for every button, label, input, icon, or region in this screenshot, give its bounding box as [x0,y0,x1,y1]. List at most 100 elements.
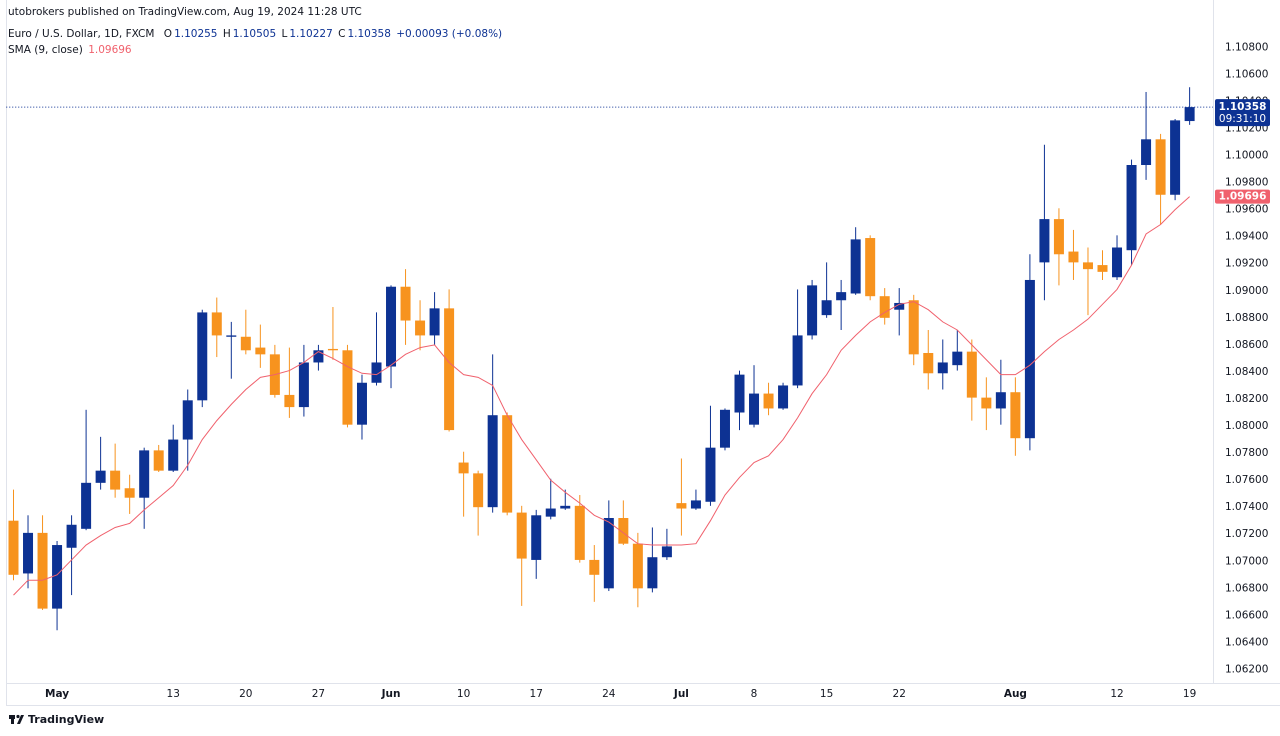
candle-body [139,450,150,498]
candle-body [1126,165,1137,251]
candle-body [1170,120,1181,195]
candle-body [444,308,455,431]
y-tick-label: 1.06800 [1225,582,1268,594]
x-tick-label: 20 [239,688,252,700]
candle-body [52,545,63,609]
candle-body [1141,139,1152,166]
x-tick-label: May [45,688,69,700]
y-tick-label: 1.07800 [1225,447,1268,459]
candle-body [778,385,789,409]
candle-body [661,546,672,558]
candle-body [313,350,324,363]
ohlc-key: O [163,28,173,40]
ohlc-key: L [281,28,288,40]
candle-body [836,292,847,301]
candle-body [66,524,77,548]
y-tick-label: 1.08400 [1225,366,1268,378]
x-tick-label: 10 [457,688,470,700]
candle-body [560,505,571,509]
y-tick-label: 1.10000 [1225,150,1268,162]
candle-body [95,470,106,483]
candle-body [690,500,701,509]
countdown: 09:31:10 [1219,113,1266,125]
candle-body [342,350,353,425]
candle-body [981,397,992,409]
y-tick-label: 1.09200 [1225,258,1268,270]
candle-body [429,308,440,336]
y-tick-label: 1.07000 [1225,555,1268,567]
candle-body [487,415,498,508]
candle-body [850,239,861,294]
ohlc-value: 1.10505 [232,28,277,40]
candle-body [647,557,658,589]
x-tick-label: 12 [1110,688,1123,700]
y-tick-label: 1.09600 [1225,204,1268,216]
candle-body [574,505,585,560]
candle-body [415,320,426,336]
x-tick-label: 17 [530,688,543,700]
candle-body [589,559,600,575]
y-tick-label: 1.09800 [1225,177,1268,189]
candle-body [23,532,34,574]
x-tick-label: Aug [1004,688,1027,700]
candle-body [618,517,629,544]
x-tick-label: 24 [602,688,616,700]
y-tick-label: 1.07200 [1225,528,1268,540]
candle-body [1053,219,1064,255]
candle-body [356,382,367,425]
candle-body [632,543,643,589]
candle-body [386,286,397,367]
sma-line [13,196,1190,596]
indicator-value: 1.09696 [88,44,132,56]
ohlc-key: H [222,28,231,40]
candle-body [952,351,963,366]
symbol: Euro / U.S. Dollar, 1D, FXCM [8,28,155,40]
candle-body [894,302,905,310]
candle-body [211,312,222,336]
candle-body [284,394,295,408]
y-tick-label: 1.08800 [1225,312,1268,324]
y-tick-label: 1.06600 [1225,609,1268,621]
publisher-line: utobrokers published on TradingView.com,… [8,6,364,18]
candle-body [603,517,614,589]
indicator-name: SMA (9, close) [8,44,83,56]
x-tick-label: 13 [167,688,180,700]
candle-body [240,336,251,351]
change: +0.00093 (+0.08%) [396,28,503,40]
logo-part [16,714,20,719]
sma-tag [1215,189,1270,204]
candle-body [1024,279,1035,439]
candle-body [81,482,92,529]
candle-body [734,374,745,413]
candle-body [1082,262,1093,270]
sma-tag-label: 1.09696 [1219,191,1267,203]
candle-body [792,335,803,386]
candle-body [255,347,266,355]
candle-body [1184,107,1195,122]
y-tick-label: 1.07400 [1225,501,1268,513]
candle-body [966,351,977,398]
candle-body [531,515,542,560]
candle-body [502,415,513,513]
y-tick-label: 1.10600 [1225,68,1268,80]
candles [8,87,1195,631]
x-tick-label: Jul [673,688,689,700]
candle-body [807,285,818,336]
ohlc-value: 1.10358 [347,28,391,40]
last-price-label: 1.10358 [1219,101,1267,113]
y-tick-label: 1.06400 [1225,636,1268,648]
candle-body [298,362,309,408]
y-tick-label: 1.08000 [1225,420,1268,432]
candle-body [516,512,527,559]
x-tick-label: 27 [312,688,325,700]
candle-body [458,462,469,474]
candle-body [705,447,716,502]
candle-body [749,393,760,425]
candle-body [327,348,338,351]
logo-part [11,715,14,724]
ohlc-value: 1.10227 [289,28,333,40]
x-tick-label: 8 [751,688,758,700]
candle-body [1097,265,1108,272]
